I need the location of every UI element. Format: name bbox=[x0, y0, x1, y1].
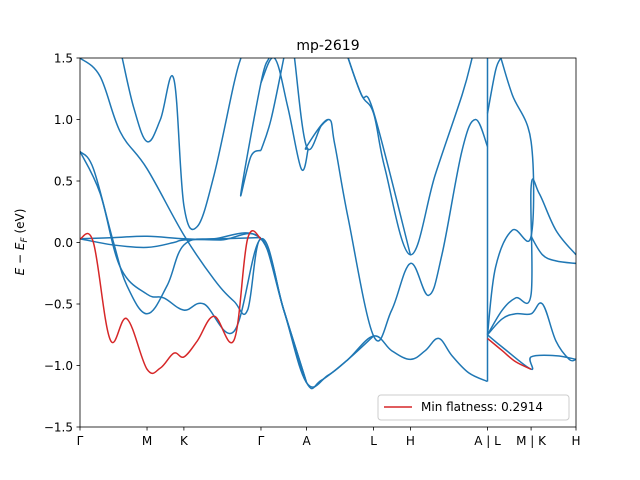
band-line bbox=[293, 58, 329, 151]
legend-frame bbox=[377, 394, 570, 421]
x-tick-label: H bbox=[571, 434, 580, 448]
band-line bbox=[121, 58, 242, 231]
x-tick-label: K bbox=[180, 434, 189, 448]
y-axis-label: E − EF (eV) bbox=[13, 209, 30, 276]
band-line bbox=[80, 236, 262, 249]
band-line bbox=[487, 334, 576, 371]
y-tick-label: −1.5 bbox=[44, 421, 73, 435]
x-tick-label: A bbox=[302, 434, 311, 448]
band-line bbox=[530, 235, 576, 265]
x-tick-label: A | L bbox=[474, 434, 501, 448]
axes: −1.5 −1.0 −0.5 0.0 0.5 1.0 1.5 Γ M K Γ A L H A | L M | … bbox=[44, 52, 581, 449]
band-line bbox=[486, 58, 502, 114]
band-line bbox=[239, 58, 270, 197]
y-tick-label: 0.0 bbox=[54, 236, 73, 250]
chart-title: mp-2619 bbox=[296, 38, 359, 54]
x-tick-label: Γ bbox=[77, 434, 84, 448]
band-line bbox=[80, 151, 375, 390]
x-tick-label: M | K bbox=[516, 434, 547, 448]
flat-band-line bbox=[487, 337, 532, 370]
flat-band-line bbox=[80, 230, 262, 375]
band-line bbox=[80, 58, 308, 383]
band-line bbox=[347, 58, 412, 255]
y-tick-label: −0.5 bbox=[44, 298, 73, 312]
plot-frame bbox=[79, 57, 577, 428]
band-line bbox=[486, 302, 576, 362]
band-line bbox=[486, 58, 535, 335]
y-tick-label: 0.5 bbox=[54, 175, 73, 189]
band-line bbox=[260, 58, 489, 342]
x-tick-label: L bbox=[370, 434, 377, 448]
band-line bbox=[486, 178, 576, 336]
y-tick-label: −1.0 bbox=[44, 359, 73, 373]
x-tick-label: Γ bbox=[258, 434, 265, 448]
band-line bbox=[260, 58, 285, 151]
x-tick-label: M bbox=[142, 434, 152, 448]
y-tick-label: 1.5 bbox=[54, 52, 73, 66]
plot-area bbox=[80, 58, 576, 390]
band-lines bbox=[80, 58, 576, 390]
legend-label: Min flatness: 0.2914 bbox=[421, 400, 543, 414]
band-line bbox=[80, 150, 308, 383]
band-line bbox=[347, 58, 473, 256]
y-tick-label: 1.0 bbox=[54, 113, 73, 127]
x-tick-label: H bbox=[406, 434, 415, 448]
legend: Min flatness: 0.2914 bbox=[377, 394, 570, 421]
